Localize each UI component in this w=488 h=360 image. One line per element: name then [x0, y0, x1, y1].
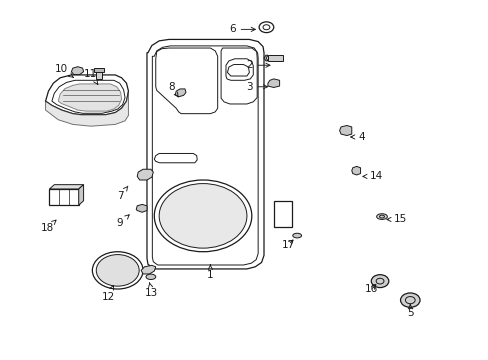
Ellipse shape: [292, 233, 301, 238]
Text: 4: 4: [350, 132, 364, 142]
Text: 14: 14: [362, 171, 382, 181]
Polygon shape: [137, 169, 153, 180]
Bar: [267, 55, 282, 61]
Text: 5: 5: [406, 305, 413, 318]
Text: 18: 18: [41, 220, 56, 233]
Text: 2: 2: [245, 60, 269, 70]
Text: 15: 15: [386, 215, 407, 224]
Circle shape: [159, 184, 246, 248]
Polygon shape: [351, 166, 360, 175]
Ellipse shape: [376, 214, 386, 220]
Text: 7: 7: [117, 186, 128, 201]
Polygon shape: [267, 79, 279, 87]
Polygon shape: [339, 126, 351, 135]
Text: 11: 11: [84, 69, 98, 85]
Polygon shape: [49, 185, 83, 189]
Text: 12: 12: [101, 285, 114, 302]
Circle shape: [96, 255, 139, 286]
Polygon shape: [175, 89, 185, 97]
Text: 9: 9: [117, 215, 129, 228]
Text: 17: 17: [281, 239, 294, 249]
Bar: [273, 201, 292, 226]
Polygon shape: [79, 185, 83, 205]
Polygon shape: [136, 204, 147, 212]
Polygon shape: [141, 265, 156, 274]
Circle shape: [370, 275, 388, 288]
Text: 3: 3: [245, 82, 267, 92]
Text: 1: 1: [206, 265, 213, 280]
Circle shape: [400, 293, 419, 307]
Polygon shape: [58, 84, 122, 111]
Polygon shape: [264, 55, 267, 61]
Bar: [49, 189, 79, 205]
Bar: [94, 68, 104, 72]
Polygon shape: [45, 91, 128, 126]
Text: 8: 8: [168, 82, 178, 97]
Polygon shape: [71, 67, 83, 75]
Text: 13: 13: [145, 283, 158, 298]
Text: 16: 16: [364, 284, 377, 294]
Text: 6: 6: [228, 24, 255, 35]
Text: 10: 10: [55, 64, 73, 77]
Ellipse shape: [146, 274, 156, 279]
Bar: [96, 71, 102, 79]
